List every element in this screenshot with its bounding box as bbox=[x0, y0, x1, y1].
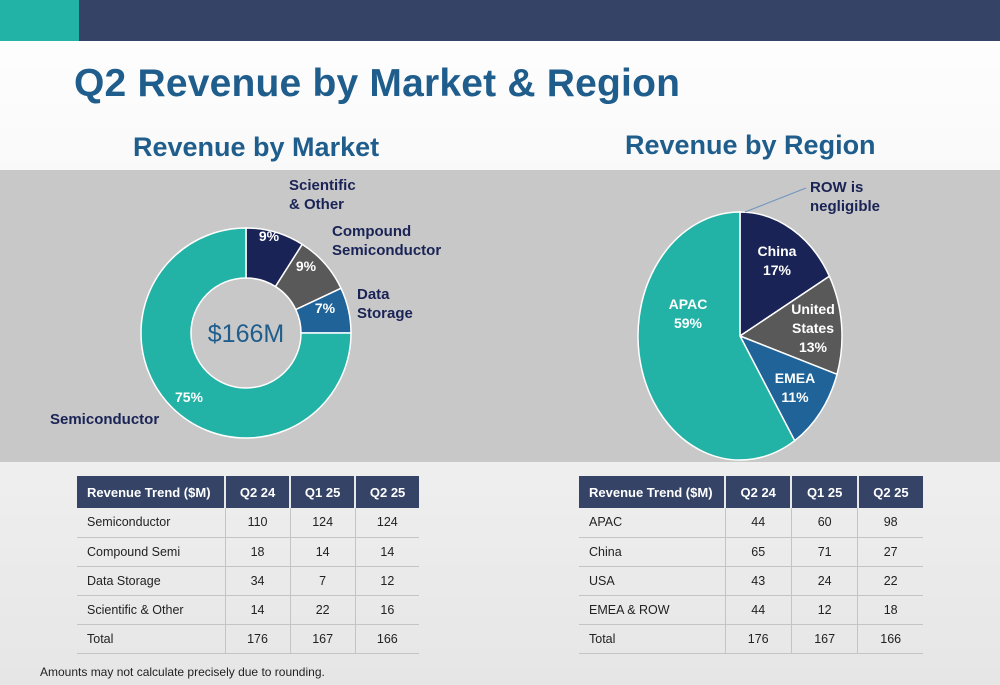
table-cell: 12 bbox=[791, 595, 859, 625]
table-header-cell: Q1 25 bbox=[791, 476, 859, 508]
table-cell: 44 bbox=[725, 595, 792, 625]
table-cell: USA bbox=[579, 566, 726, 596]
table-row: China 65 71 27 bbox=[579, 537, 923, 567]
table-cell: Scientific & Other bbox=[77, 595, 226, 625]
header-accent bbox=[0, 0, 79, 41]
footnote: Amounts may not calculate precisely due … bbox=[40, 665, 325, 679]
table-cell: 14 bbox=[355, 537, 419, 567]
slice-value-label: 7% bbox=[315, 300, 336, 316]
table-cell: 14 bbox=[290, 537, 356, 567]
table-row: Compound Semi 18 14 14 bbox=[77, 537, 419, 567]
table-cell: 43 bbox=[725, 566, 792, 596]
table-cell: 22 bbox=[857, 566, 923, 596]
pie-slice bbox=[738, 275, 843, 376]
table-cell: 98 bbox=[857, 508, 923, 538]
pie-slice bbox=[739, 211, 831, 338]
table-header-cell: Q2 25 bbox=[355, 476, 419, 508]
table-row: Data Storage 34 7 12 bbox=[77, 566, 419, 596]
table-cell: 7 bbox=[290, 566, 356, 596]
slice-value-label: 9% bbox=[259, 228, 280, 244]
table-header-cell: Q2 24 bbox=[725, 476, 793, 508]
table-header-cell: Revenue Trend ($M) bbox=[77, 476, 226, 508]
slice-label: United States 13% bbox=[791, 301, 835, 355]
table-cell: 124 bbox=[355, 508, 419, 538]
table-cell: China bbox=[579, 537, 726, 567]
table-cell: 176 bbox=[725, 624, 792, 654]
slice-category-label: Data Storage bbox=[357, 286, 413, 322]
table-cell: 166 bbox=[355, 624, 419, 654]
pie-slice bbox=[637, 211, 796, 461]
slice-label: China 17% bbox=[758, 243, 797, 278]
table-cell: APAC bbox=[579, 508, 726, 538]
table-header-cell: Revenue Trend ($M) bbox=[579, 476, 726, 508]
table-cell: EMEA & ROW bbox=[579, 595, 726, 625]
table-cell: 60 bbox=[791, 508, 859, 538]
table-cell: 18 bbox=[225, 537, 291, 567]
table-row: Scientific & Other 14 22 16 bbox=[77, 595, 419, 625]
table-cell: 65 bbox=[725, 537, 792, 567]
table-cell: 14 bbox=[225, 595, 291, 625]
donut-center-label: $166M bbox=[208, 320, 284, 348]
slice-value-label: 9% bbox=[296, 258, 317, 274]
table-cell: 124 bbox=[290, 508, 356, 538]
table-cell: Semiconductor bbox=[77, 508, 226, 538]
table-cell: 24 bbox=[791, 566, 859, 596]
table-cell: Total bbox=[579, 624, 726, 654]
table-cell: 167 bbox=[791, 624, 859, 654]
table-cell: 166 bbox=[857, 624, 923, 654]
table-cell: Total bbox=[77, 624, 226, 654]
table-cell: 44 bbox=[725, 508, 792, 538]
row-negligible-annotation: ROW is negligible bbox=[810, 179, 880, 215]
table-cell: 34 bbox=[225, 566, 291, 596]
table-cell: 110 bbox=[225, 508, 291, 538]
slice-category-label: Compound Semiconductor bbox=[332, 223, 441, 259]
table-cell: Compound Semi bbox=[77, 537, 226, 567]
table-row: USA 43 24 22 bbox=[579, 566, 923, 596]
table-cell: 16 bbox=[355, 595, 419, 625]
slice-label: APAC 59% bbox=[669, 296, 708, 331]
header-bar bbox=[0, 0, 1000, 41]
page-title: Q2 Revenue by Market & Region bbox=[74, 62, 681, 105]
region-revenue-table: Revenue Trend ($M) Q2 24 Q1 25 Q2 25 APA… bbox=[579, 476, 923, 654]
table-row-total: Total 176 167 166 bbox=[579, 624, 923, 654]
donut-slice bbox=[140, 227, 352, 439]
table-cell: Data Storage bbox=[77, 566, 226, 596]
table-cell: 71 bbox=[791, 537, 859, 567]
table-cell: 27 bbox=[857, 537, 923, 567]
table-cell: 176 bbox=[225, 624, 291, 654]
annotation-leader-line bbox=[744, 187, 807, 213]
table-cell: 18 bbox=[857, 595, 923, 625]
table-row: EMEA & ROW 44 12 18 bbox=[579, 595, 923, 625]
table-cell: 22 bbox=[290, 595, 356, 625]
table-row: Semiconductor 110 124 124 bbox=[77, 508, 419, 538]
market-chart-title: Revenue by Market bbox=[133, 132, 380, 162]
table-row-total: Total 176 167 166 bbox=[77, 624, 419, 654]
slice-value-label: 75% bbox=[175, 389, 204, 405]
table-cell: 12 bbox=[355, 566, 419, 596]
table-row: APAC 44 60 98 bbox=[579, 508, 923, 538]
table-cell: 167 bbox=[290, 624, 356, 654]
market-revenue-table: Revenue Trend ($M) Q2 24 Q1 25 Q2 25 Sem… bbox=[77, 476, 419, 654]
pie-slice bbox=[738, 334, 838, 442]
region-chart-title: Revenue by Region bbox=[625, 130, 876, 160]
slice-label: EMEA 11% bbox=[775, 370, 815, 405]
table-header-cell: Q2 25 bbox=[857, 476, 923, 508]
table-header-cell: Q1 25 bbox=[290, 476, 357, 508]
slice-category-label: Scientific & Other bbox=[289, 177, 356, 213]
table-header-cell: Q2 24 bbox=[225, 476, 292, 508]
slice-category-label: Semiconductor bbox=[50, 411, 159, 428]
